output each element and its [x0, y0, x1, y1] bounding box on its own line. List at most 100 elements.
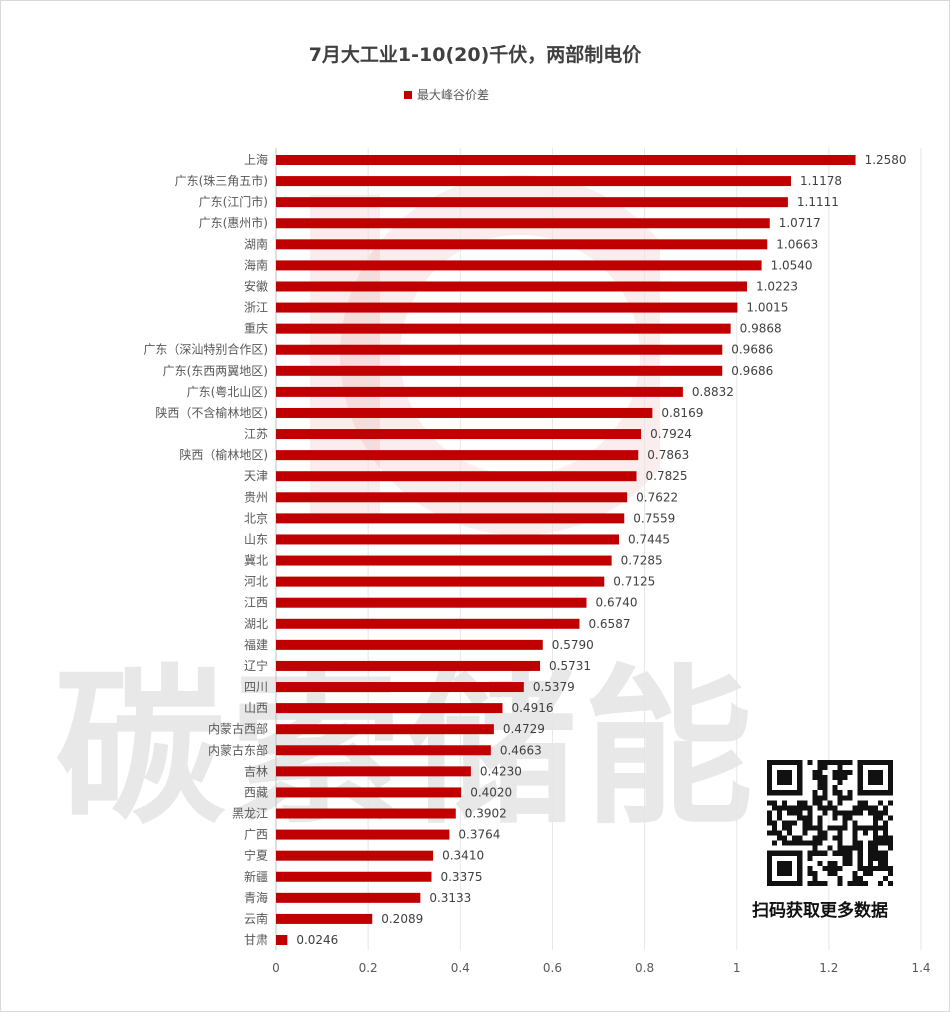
category-label: 广东(珠三角五市) [175, 173, 268, 188]
category-label: 广东(粤北山区) [187, 384, 268, 399]
data-label: 0.3764 [458, 828, 500, 842]
category-label: 浙江 [244, 301, 268, 315]
data-label: 0.6587 [588, 617, 630, 631]
bar [276, 871, 432, 882]
bar [276, 534, 620, 545]
bar [276, 281, 747, 292]
category-label: 山东 [244, 532, 268, 546]
x-tick-label: 1.2 [819, 961, 838, 975]
bar [276, 513, 625, 524]
data-label: 0.5790 [552, 638, 594, 652]
data-label: 0.5731 [549, 659, 591, 673]
bar [276, 407, 653, 418]
x-tick-label: 1.4 [911, 961, 930, 975]
legend-label: 最大峰谷价差 [417, 88, 490, 102]
data-label: 0.4230 [480, 764, 522, 778]
data-label: 0.6740 [596, 596, 638, 610]
data-label: 0.3902 [465, 807, 507, 821]
bar [276, 597, 587, 608]
category-label: 内蒙古西部 [208, 721, 268, 736]
bar [276, 176, 791, 187]
bar [276, 808, 456, 819]
data-label: 0.9686 [731, 343, 773, 357]
bar [276, 850, 434, 861]
bar [276, 660, 541, 671]
data-label: 0.2089 [381, 912, 423, 926]
category-label: 海南 [244, 257, 268, 272]
category-label: 河北 [244, 575, 268, 589]
bar [276, 386, 683, 397]
data-label: 0.7559 [633, 511, 675, 525]
data-label: 0.4729 [503, 722, 545, 736]
category-label: 云南 [244, 911, 268, 926]
category-label: 广东(江门市) [199, 194, 268, 209]
data-label: 0.7125 [613, 575, 655, 589]
category-label: 黑龙江 [232, 807, 268, 821]
bar [276, 302, 738, 313]
bar [276, 555, 612, 566]
category-label: 江苏 [244, 427, 268, 441]
data-label: 0.0246 [296, 933, 338, 947]
category-label: 甘肃 [244, 933, 268, 947]
bar [276, 913, 373, 924]
data-label: 0.4020 [470, 785, 512, 799]
bar [276, 745, 491, 756]
category-label: 上海 [244, 152, 268, 167]
bar [276, 682, 524, 693]
x-tick-label: 0.6 [543, 961, 562, 975]
x-tick-label: 0.2 [359, 961, 378, 975]
category-label: 青海 [244, 890, 268, 905]
category-label: 贵州 [244, 490, 268, 504]
category-label: 陕西（不含榆林地区) [155, 405, 268, 420]
data-label: 1.1111 [797, 195, 839, 209]
category-label: 广东(东西两翼地区) [163, 364, 268, 378]
x-tick-label: 0.4 [451, 961, 470, 975]
data-label: 0.3133 [429, 891, 471, 905]
category-label: 北京 [244, 511, 268, 525]
category-label: 辽宁 [244, 658, 268, 673]
data-label: 0.7622 [636, 490, 678, 504]
bar [276, 218, 770, 229]
data-label: 0.7445 [628, 532, 670, 546]
category-label: 西藏 [244, 785, 268, 799]
data-label: 0.7285 [621, 554, 663, 568]
bar [276, 492, 628, 503]
data-label: 1.2580 [865, 153, 907, 167]
data-label: 0.9868 [740, 322, 782, 336]
x-tick-label: 0 [272, 961, 280, 975]
bar [276, 639, 543, 650]
bar [276, 323, 731, 334]
bar [276, 471, 637, 482]
data-label: 0.8832 [692, 385, 734, 399]
bar [276, 787, 462, 798]
category-label: 广东(惠州市) [199, 215, 268, 230]
bar [276, 766, 471, 777]
bar [276, 576, 605, 587]
qr-caption: 扫码获取更多数据 [752, 901, 888, 921]
data-label: 1.0540 [771, 258, 813, 272]
data-label: 1.1178 [800, 174, 842, 188]
legend: 最大峰谷价差 [404, 86, 489, 103]
data-label: 0.9686 [731, 364, 773, 378]
data-label: 1.0015 [746, 301, 788, 315]
bar [276, 703, 503, 714]
bar [276, 155, 856, 165]
category-label: 新疆 [244, 869, 268, 884]
data-label: 0.8169 [661, 406, 703, 420]
category-label: 广西 [244, 828, 268, 842]
bar [276, 829, 450, 840]
data-label: 0.4663 [500, 743, 542, 757]
data-label: 0.3375 [440, 870, 482, 884]
data-label: 0.7863 [647, 448, 689, 462]
category-label: 湖北 [244, 616, 268, 631]
data-label: 1.0663 [776, 237, 818, 251]
bar [276, 618, 580, 629]
x-tick-label: 0.8 [635, 961, 654, 975]
category-label: 安徽 [244, 278, 268, 293]
bar [276, 724, 494, 735]
legend-swatch [404, 90, 412, 99]
data-label: 0.3410 [442, 849, 484, 863]
category-label: 福建 [244, 637, 268, 652]
x-tick-label: 1 [733, 961, 741, 975]
category-label: 内蒙古东部 [208, 742, 268, 757]
